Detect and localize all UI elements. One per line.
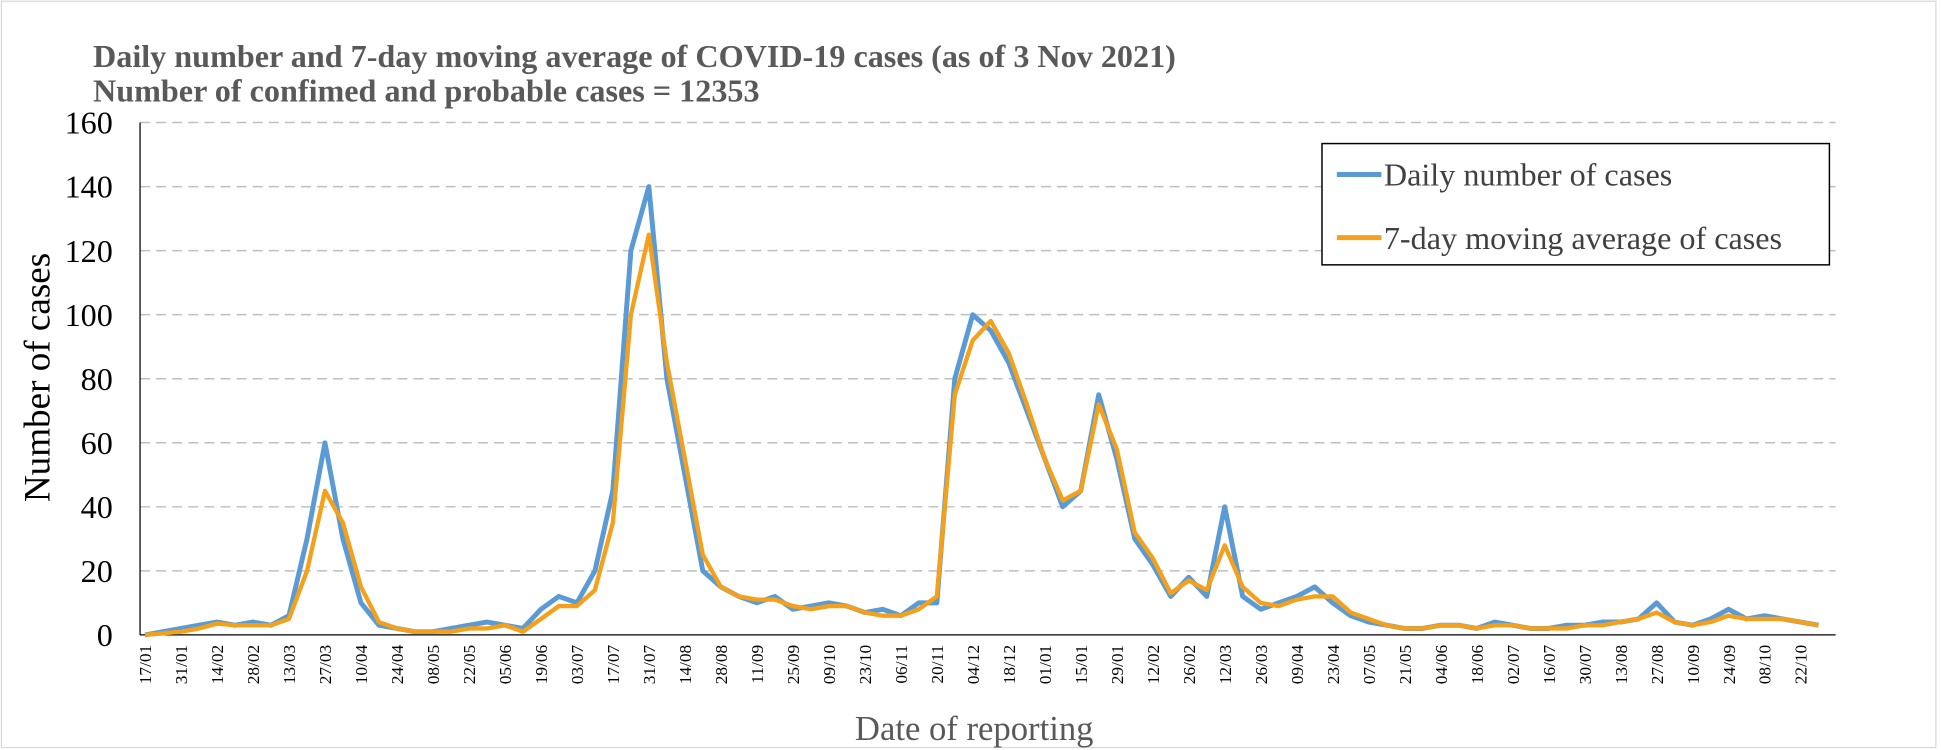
series-line [144, 232, 1819, 638]
x-tick-label: 02/07 [1504, 644, 1523, 684]
x-tick-label: 04/06 [1432, 644, 1451, 684]
x-tick-label: 01/01 [1036, 645, 1055, 684]
x-tick-label: 23/10 [856, 645, 875, 684]
y-tick-label: 0 [97, 617, 113, 653]
x-tick-label: 18/06 [1468, 644, 1487, 684]
x-tick-label: 29/01 [1108, 645, 1127, 684]
chart-title: Daily number and 7-day moving average of… [93, 38, 1176, 74]
x-axis-title: Date of reporting [855, 710, 1094, 748]
x-tick-label: 09/04 [1288, 644, 1307, 684]
x-tick-label: 22/10 [1792, 645, 1811, 684]
x-tick-label: 19/06 [532, 644, 551, 684]
x-tick-label: 10/04 [352, 644, 371, 684]
x-tick-label: 24/09 [1720, 645, 1739, 684]
y-tick-label: 140 [65, 169, 113, 205]
x-tick-label: 05/06 [496, 644, 515, 684]
x-tick-label: 23/04 [1324, 644, 1343, 684]
x-tick-label: 13/03 [280, 645, 299, 684]
x-tick-label: 11/09 [748, 645, 767, 684]
x-tick-label: 13/08 [1612, 645, 1631, 684]
y-tick-label: 40 [81, 489, 113, 525]
x-tick-label: 26/02 [1180, 645, 1199, 684]
chart-subtitle: Number of confimed and probable cases = … [93, 72, 760, 108]
x-tick-label: 08/10 [1756, 645, 1775, 684]
x-tick-label: 27/08 [1648, 645, 1667, 684]
x-tick-label: 27/03 [316, 645, 335, 684]
y-tick-label: 160 [65, 105, 113, 141]
legend-box [1321, 142, 1831, 266]
x-tick-label: 26/03 [1252, 645, 1271, 684]
x-tick-label: 08/05 [424, 645, 443, 684]
x-tick-label: 22/05 [460, 645, 479, 684]
x-tick-label: 12/02 [1144, 645, 1163, 684]
y-tick-label: 20 [81, 553, 113, 589]
y-tick-label: 100 [65, 297, 113, 333]
legend-label: Daily number of cases [1384, 157, 1672, 193]
x-tick-label: 10/09 [1684, 645, 1703, 684]
x-tick-label: 14/02 [208, 645, 227, 684]
x-tick-label: 06/11 [892, 645, 911, 684]
x-tick-label: 03/07 [568, 644, 587, 684]
x-tick-label: 28/02 [244, 645, 263, 684]
y-tick-label: 80 [81, 361, 113, 397]
x-tick-label: 12/03 [1216, 645, 1235, 684]
y-axis-title: Number of cases [18, 253, 59, 502]
x-tick-label: 31/07 [640, 644, 659, 684]
x-tick-label: 15/01 [1072, 645, 1091, 684]
x-tick-label: 28/08 [712, 645, 731, 684]
x-tick-label: 04/12 [964, 645, 983, 684]
x-tick-label: 30/07 [1576, 644, 1595, 684]
x-tick-label: 25/09 [784, 645, 803, 684]
x-tick-label: 24/04 [388, 644, 407, 684]
x-tick-label: 07/05 [1360, 645, 1379, 684]
x-tick-label: 31/01 [172, 645, 191, 684]
x-tick-label: 18/12 [1000, 645, 1019, 684]
x-tick-label: 16/07 [1540, 644, 1559, 684]
x-tick-label: 14/08 [676, 645, 695, 684]
x-tick-label: 20/11 [928, 645, 947, 684]
x-tick-label: 17/07 [604, 644, 623, 684]
y-tick-label: 120 [65, 233, 113, 269]
legend-label: 7-day moving average of cases [1384, 220, 1782, 256]
x-tick-label: 09/10 [820, 645, 839, 684]
x-tick-label: 21/05 [1396, 645, 1415, 684]
x-tick-label: 17/01 [136, 645, 155, 684]
y-tick-label: 60 [81, 425, 113, 461]
